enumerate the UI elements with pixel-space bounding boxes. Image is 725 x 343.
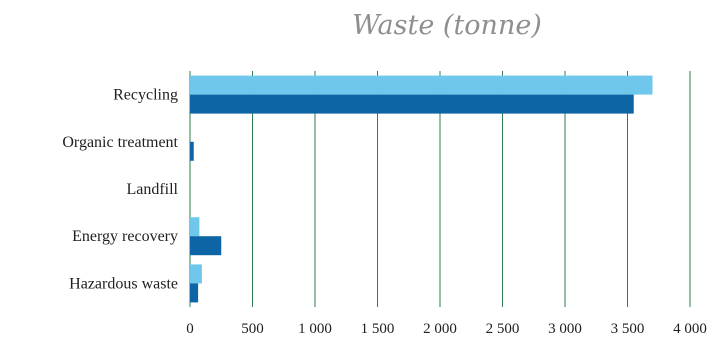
bar [190, 75, 653, 95]
x-tick-labels: 0 500 1 000 1 500 2 000 2 500 3 000 3 500 4 000 [186, 321, 707, 337]
x-tick-label: 500 [241, 321, 264, 337]
bar [190, 283, 199, 303]
x-tick-label: 1 000 [298, 321, 332, 337]
x-tick-label: 3 000 [548, 321, 582, 337]
category-label: Hazardous waste [69, 275, 178, 292]
category-label: Recycling [113, 87, 178, 104]
x-tick-label: 2 000 [423, 321, 457, 337]
x-tick-label: 1 500 [361, 321, 395, 337]
bar [190, 264, 202, 284]
category-labels: Recycling Organic treatment Landfill Energy… [62, 87, 178, 293]
bar [190, 94, 634, 114]
bar [190, 141, 194, 161]
bar [190, 217, 200, 237]
x-tick-label: 2 500 [486, 321, 520, 337]
x-tick-label: 3 500 [611, 321, 645, 337]
category-label: Organic treatment [62, 134, 178, 151]
x-tick-label: 4 000 [673, 321, 707, 337]
category-label: Landfill [126, 181, 178, 198]
chart-title: Waste (tonne) [352, 10, 542, 41]
bar [190, 236, 222, 256]
bars [190, 75, 653, 303]
category-label: Energy recovery [72, 228, 178, 245]
x-tick-label: 0 [186, 321, 194, 337]
